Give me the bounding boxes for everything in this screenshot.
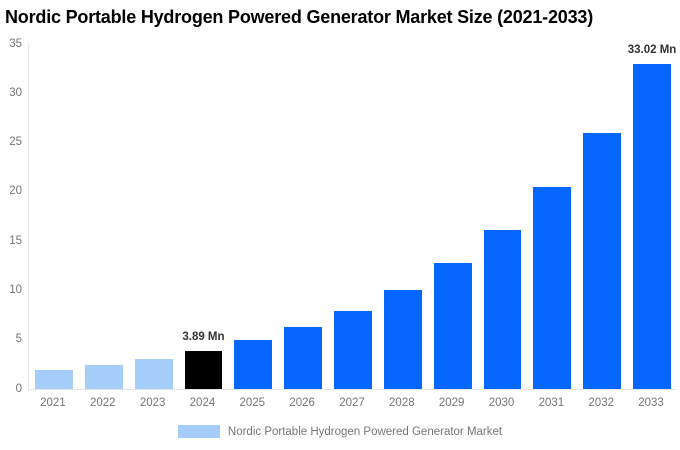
bar-slot-2025 — [228, 44, 278, 389]
x-tick-label-2033: 2033 — [638, 397, 664, 409]
y-axis: 0 5 10 15 20 25 30 35 — [0, 38, 24, 394]
bar-2026[interactable] — [284, 327, 323, 389]
bar-slot-2026 — [278, 44, 328, 389]
y-tick-label: 5 — [15, 332, 22, 345]
data-label-2024: 3.89 Mn — [182, 331, 225, 344]
x-tick-label-2022: 2022 — [89, 397, 116, 409]
x-tick-label-2028: 2028 — [389, 397, 415, 409]
x-tick-label-2025: 2025 — [239, 397, 266, 409]
chart-title: Nordic Portable Hydrogen Powered Generat… — [5, 7, 593, 27]
bar-2032[interactable] — [583, 132, 622, 389]
bar-slot-2024: 3.89 Mn — [179, 44, 229, 389]
bar-slot-2023 — [129, 44, 179, 389]
legend-item[interactable]: Nordic Portable Hydrogen Powered Generat… — [177, 425, 503, 438]
legend-label: Nordic Portable Hydrogen Powered Generat… — [227, 425, 503, 438]
y-tick-label: 25 — [9, 135, 22, 148]
y-tick-label: 20 — [9, 185, 22, 198]
y-tick-label: 15 — [9, 234, 22, 247]
legend: Nordic Portable Hydrogen Powered Generat… — [0, 425, 680, 438]
y-tick-label: 30 — [9, 86, 22, 99]
bar-slot-2027 — [328, 44, 378, 389]
bar-slot-2030 — [478, 44, 528, 389]
plot-area: 3.89 Mn 33.02 Mn — [28, 44, 677, 390]
bar-2021[interactable] — [34, 370, 73, 389]
bar-2031[interactable] — [533, 186, 572, 389]
legend-swatch — [177, 425, 220, 438]
bar-2030[interactable] — [483, 229, 522, 389]
bar-2025[interactable] — [234, 340, 273, 389]
bar-slot-2032 — [577, 44, 627, 389]
y-tick-label: 35 — [9, 37, 22, 50]
bar-slot-2033: 33.02 Mn — [627, 44, 677, 389]
x-tick-label-2029: 2029 — [438, 397, 465, 409]
x-tick-label-2031: 2031 — [538, 397, 565, 409]
bar-slot-2021 — [29, 44, 79, 389]
bar-2023[interactable] — [134, 358, 173, 389]
x-tick-label-2026: 2026 — [289, 397, 315, 409]
bar-2033[interactable] — [633, 63, 671, 389]
y-tick-label: 10 — [9, 283, 22, 296]
bar-slot-2031 — [527, 44, 577, 389]
bar-slot-2029 — [428, 44, 478, 389]
bar-2029[interactable] — [433, 263, 472, 389]
x-tick-label-2024: 2024 — [189, 397, 216, 409]
bar-slot-2028 — [378, 44, 428, 389]
x-axis-labels: 2021 2022 2023 2024 2025 2026 2027 2028 2029 2030… — [28, 397, 676, 411]
bar-2024[interactable] — [184, 350, 223, 389]
x-tick-label-2032: 2032 — [588, 397, 614, 409]
bar-slot-2022 — [79, 44, 129, 389]
bar-2027[interactable] — [334, 310, 372, 389]
bar-2028[interactable] — [383, 289, 422, 389]
x-tick-label-2021: 2021 — [40, 397, 66, 409]
x-tick-label-2030: 2030 — [488, 397, 515, 409]
y-tick-label: 0 — [15, 382, 22, 395]
x-tick-label-2027: 2027 — [339, 397, 365, 409]
data-label-2033: 33.02 Mn — [627, 44, 677, 57]
x-tick-label-2023: 2023 — [139, 397, 166, 409]
bar-2022[interactable] — [84, 365, 123, 389]
